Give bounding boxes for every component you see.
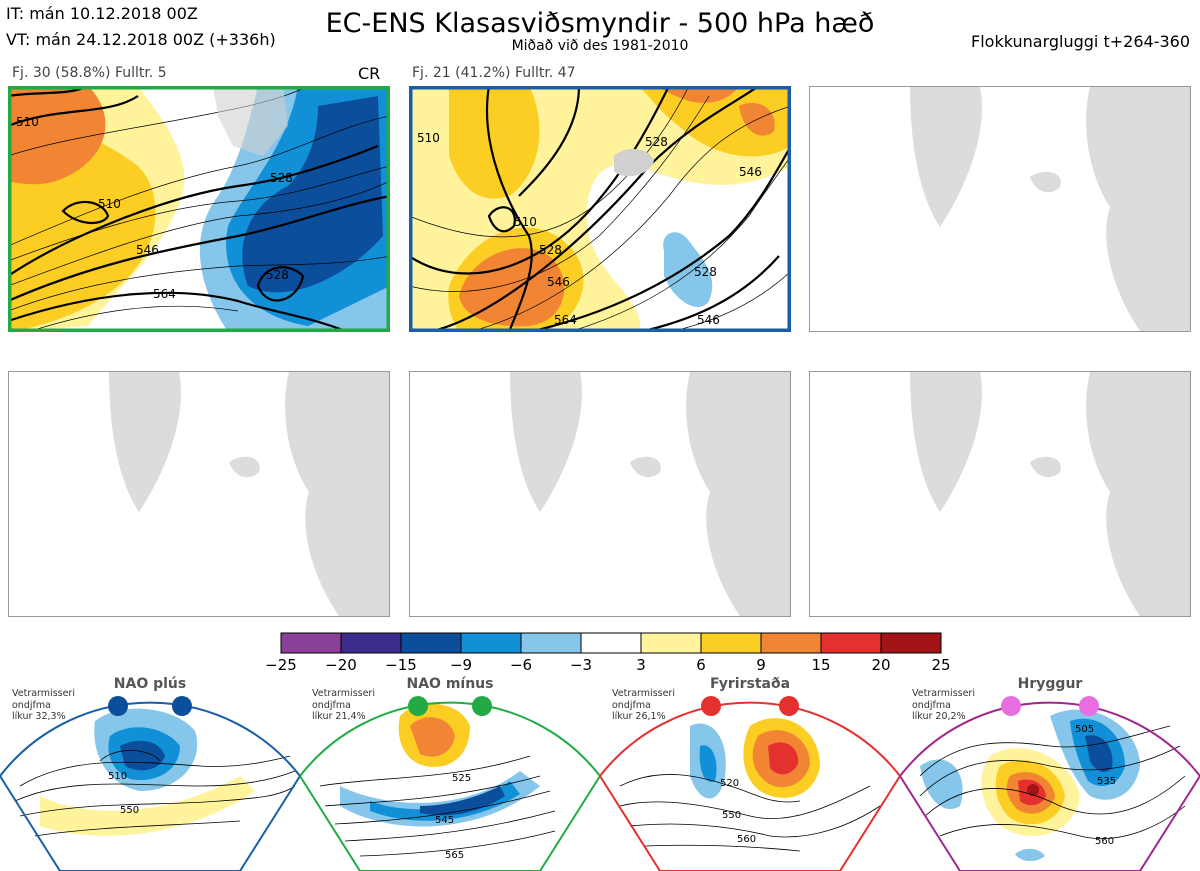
cluster-2-info: Fj. 21 (41.2%) Fulltr. 47: [412, 65, 576, 81]
colorbar-segment: [400, 632, 462, 654]
colorbar-segment: [340, 632, 402, 654]
svg-text:520: 520: [720, 778, 739, 789]
regime-info: Vetrarmisseri ondjfma líkur 32,3%: [12, 688, 75, 722]
colorbar-tick-label: 3: [636, 656, 646, 674]
colorbar-segment: [820, 632, 882, 654]
contour-label: 528: [266, 268, 289, 282]
colorbar-segment: [640, 632, 702, 654]
contour-label: 564: [153, 287, 176, 301]
colorbar-tick-label: −6: [509, 656, 533, 674]
cluster-1-regime-code: CR: [358, 64, 381, 83]
colorbar-tick-label: 9: [756, 656, 766, 674]
svg-text:535: 535: [1097, 776, 1116, 787]
colorbar-segment: [760, 632, 822, 654]
contour-label: 546: [547, 275, 570, 289]
chart-subtitle: Miðað við des 1981-2010: [511, 38, 689, 54]
contour-label: 546: [136, 243, 159, 257]
regime-ridge: Hryggur Vetrarmisseri ondjfma líkur 20,2% …: [900, 676, 1200, 871]
svg-text:510: 510: [108, 771, 127, 782]
colorbar-tick-label: −9: [449, 656, 473, 674]
colorbar-segment: [280, 632, 342, 654]
svg-text:560: 560: [737, 834, 756, 845]
colorbar-tick-label: −15: [385, 656, 417, 674]
cluster-1-info: Fj. 30 (58.8%) Fulltr. 5: [12, 65, 167, 81]
contour-label: 564: [554, 313, 577, 327]
colorbar-tick-label: 15: [811, 656, 831, 674]
regime-map: 520 550 560: [600, 696, 900, 871]
contour-label: 528: [270, 171, 293, 185]
svg-text:505: 505: [1075, 724, 1094, 735]
regime-info: Vetrarmisseri ondjfma líkur 20,2%: [912, 688, 975, 722]
contour-label: 510: [98, 197, 121, 211]
contour-label: 510: [417, 131, 440, 145]
regime-map: 505 535 560: [900, 696, 1200, 871]
svg-text:545: 545: [435, 815, 454, 826]
regime-map: 525 545 565: [300, 696, 600, 871]
chart-title: EC-ENS Klasasviðsmyndir - 500 hPa hæð: [325, 8, 875, 39]
contour-label: 546: [697, 313, 720, 327]
svg-text:525: 525: [452, 773, 471, 784]
colorbar-segment: [460, 632, 522, 654]
colorbar-segment: [580, 632, 642, 654]
colorbar-segment: [880, 632, 942, 654]
colorbar-segment: [520, 632, 582, 654]
classification-window: Flokkunargluggi t+264-360: [971, 32, 1190, 51]
regime-title: NAO mínus: [406, 676, 494, 692]
contour-label: 528: [645, 135, 668, 149]
colorbar-tick-label: 6: [696, 656, 706, 674]
colorbar-tick-label: 25: [931, 656, 951, 674]
contour-label: 528: [539, 243, 562, 257]
cluster-1-map: 510 510 528 546 564 528: [8, 86, 390, 332]
empty-map-6: [809, 371, 1191, 617]
contour-label: 510: [16, 115, 39, 129]
empty-map-5: [409, 371, 791, 617]
regime-nao-minus: NAO mínus Vetrarmisseri ondjfma líkur 21,4…: [300, 676, 600, 871]
colorbar-tick-label: −25: [265, 656, 297, 674]
contour-label: 528: [694, 265, 717, 279]
svg-text:565: 565: [445, 850, 464, 861]
colorbar: [280, 632, 942, 654]
regime-title: NAO plús: [113, 676, 187, 692]
svg-text:560: 560: [1095, 836, 1114, 847]
svg-text:550: 550: [120, 805, 139, 816]
regime-blocking: Fyrirstaða Vetrarmisseri ondjfma líkur 26,…: [600, 676, 900, 871]
regime-map: 510 550: [0, 696, 300, 871]
empty-map-3: [809, 86, 1191, 332]
colorbar-tick-label: 20: [871, 656, 891, 674]
contour-label: 510: [514, 215, 537, 229]
valid-time: VT: mán 24.12.2018 00Z (+336h): [6, 30, 276, 49]
contour-label: 546: [739, 165, 762, 179]
svg-text:550: 550: [722, 810, 741, 821]
regime-nao-plus: NAO plús Vetrarmisseri ondjfma líkur 32,3%…: [0, 676, 300, 871]
cluster-2-map: 510 510 528 546 564 528 546 546 528: [409, 86, 791, 332]
colorbar-tick-label: −3: [569, 656, 593, 674]
regime-title: Fyrirstaða: [709, 676, 791, 692]
colorbar-tick-label: −20: [325, 656, 357, 674]
regime-info: Vetrarmisseri ondjfma líkur 21,4%: [312, 688, 375, 722]
regime-title: Hryggur: [1017, 676, 1083, 692]
empty-map-4: [8, 371, 390, 617]
regime-info: Vetrarmisseri ondjfma líkur 26,1%: [612, 688, 675, 722]
colorbar-segment: [700, 632, 762, 654]
initial-time: IT: mán 10.12.2018 00Z: [6, 4, 198, 23]
